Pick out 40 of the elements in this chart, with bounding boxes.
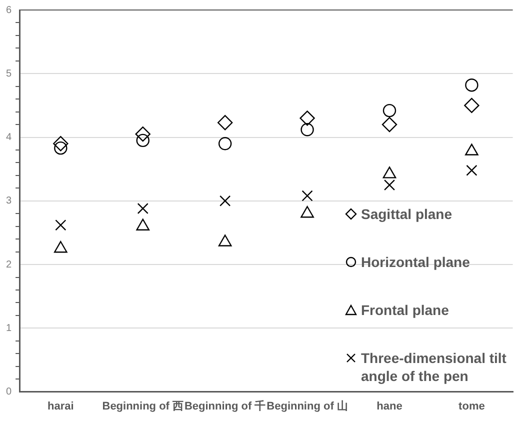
point bbox=[218, 137, 232, 150]
point bbox=[137, 202, 148, 214]
legend-label: Horizontal plane bbox=[361, 253, 470, 272]
point bbox=[464, 98, 480, 114]
y-tick-label: 3 bbox=[6, 196, 12, 207]
y-tick-label: 4 bbox=[6, 132, 12, 144]
x-tick-label: Beginning of 山 bbox=[266, 399, 348, 412]
y-tick-label: 1 bbox=[6, 322, 12, 334]
point bbox=[53, 136, 68, 152]
legend-label: Three-dimensional tilt angle of the pen bbox=[361, 349, 508, 385]
y-tick-label: 2 bbox=[6, 259, 12, 270]
y-tick-label: 0 bbox=[6, 386, 12, 398]
legend-label: Frontal plane bbox=[361, 301, 449, 320]
point bbox=[218, 234, 232, 246]
point bbox=[382, 166, 396, 178]
point bbox=[300, 206, 314, 218]
legend-label: Sagittal plane bbox=[361, 205, 452, 224]
x-tick-label: Beginning of 西 bbox=[102, 400, 184, 412]
point bbox=[300, 123, 314, 136]
point bbox=[384, 179, 396, 191]
point bbox=[382, 116, 398, 132]
y-tick-label: 5 bbox=[6, 68, 12, 80]
point bbox=[54, 241, 68, 253]
point bbox=[136, 134, 150, 148]
point bbox=[217, 115, 233, 130]
point bbox=[466, 164, 478, 176]
point bbox=[300, 110, 315, 126]
point bbox=[302, 190, 313, 202]
x-tick-label: tome bbox=[458, 400, 485, 412]
point bbox=[136, 218, 150, 230]
y-tick-label: 6 bbox=[6, 4, 12, 16]
point bbox=[220, 195, 231, 206]
x-tick-label: hane bbox=[376, 400, 402, 412]
x-tick-label: Beginning of 千 bbox=[184, 399, 266, 412]
point bbox=[465, 78, 478, 92]
point bbox=[54, 141, 68, 155]
x-tick-label: harai bbox=[48, 400, 74, 412]
point bbox=[135, 126, 150, 142]
point bbox=[382, 104, 396, 118]
point bbox=[55, 220, 66, 231]
